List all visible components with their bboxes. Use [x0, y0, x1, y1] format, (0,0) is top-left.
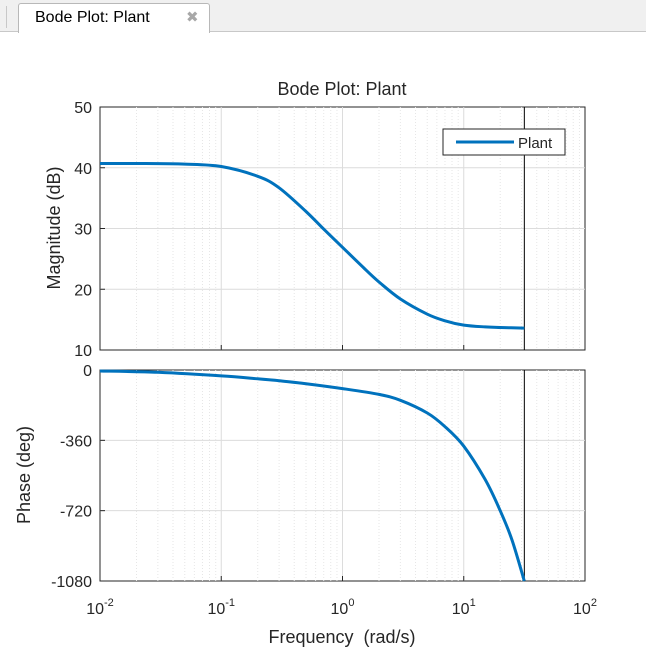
magnitude-grid [99, 107, 586, 350]
phase-ylabel: Phase (deg) [14, 426, 34, 524]
y-tick-label: -360 [60, 433, 92, 450]
x-tick-label: 101 [452, 597, 476, 618]
legend: Plant [442, 128, 566, 156]
chart-title: Bode Plot: Plant [277, 79, 406, 99]
phase-series-plant [99, 369, 526, 582]
x-tick-label: 102 [573, 597, 597, 618]
tab-grip [0, 6, 7, 28]
y-tick-label: 10 [74, 343, 92, 360]
y-tick-label: 20 [74, 282, 92, 299]
x-axis-label: Frequency (rad/s) [268, 627, 415, 647]
x-tick-label: 10-2 [86, 597, 114, 618]
tab-bode-plot[interactable]: Bode Plot: Plant ✖ [18, 3, 210, 33]
close-icon[interactable]: ✖ [186, 8, 199, 26]
tab-label: Bode Plot: Plant [35, 9, 150, 26]
x-tick-label: 100 [331, 597, 355, 618]
y-tick-label: 50 [74, 100, 92, 117]
x-tick-label: 10-1 [207, 597, 235, 618]
magnitude-axes: 10 20 30 40 50 Magnitude (dB) Plant [44, 100, 586, 360]
y-tick-label: -1080 [51, 574, 92, 591]
phase-grid [99, 370, 586, 581]
legend-entry-plant: Plant [518, 135, 553, 152]
magnitude-ylabel: Magnitude (dB) [44, 166, 64, 289]
y-tick-label: 40 [74, 161, 92, 178]
magnitude-y-ticks: 10 20 30 40 50 [74, 100, 105, 360]
y-tick-label: 30 [74, 222, 92, 239]
phase-y-ticks: 0 -360 -720 -1080 [51, 363, 105, 591]
y-tick-label: 0 [83, 363, 92, 380]
y-tick-label: -720 [60, 504, 92, 521]
magnitude-series-plant [99, 161, 525, 330]
figure-tab-bar: Bode Plot: Plant ✖ [0, 0, 646, 33]
x-tick-labels: 10-2 10-1 100 101 102 [86, 597, 597, 618]
phase-axes: 0 -360 -720 -1080 Phase (deg) [14, 363, 586, 591]
